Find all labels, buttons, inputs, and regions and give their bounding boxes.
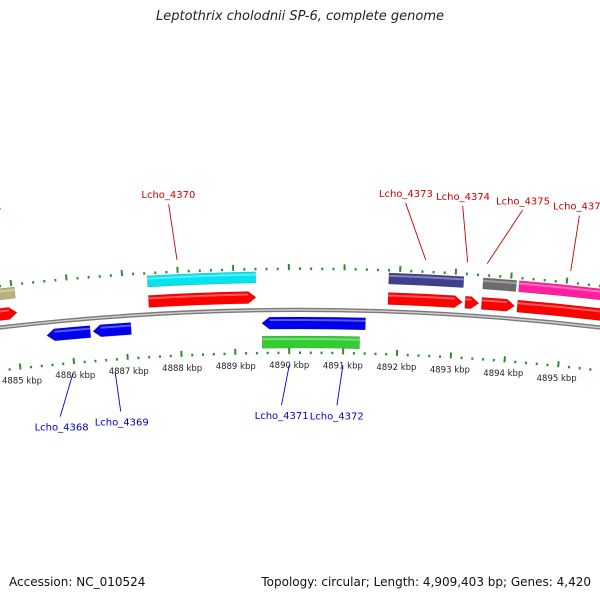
scale-label-4894: 4894 kbp bbox=[483, 369, 523, 379]
gene-feature-highlight bbox=[388, 274, 464, 281]
gene-feature-highlight bbox=[481, 299, 508, 304]
leader-line-lcho_4368 bbox=[59, 375, 73, 417]
gene-feature-6 bbox=[147, 291, 257, 308]
gene-feature-highlight bbox=[519, 282, 600, 293]
gene-features bbox=[0, 271, 600, 350]
gene-label-lcho_4370: Lcho_4370 bbox=[141, 190, 195, 201]
leader-line-lcho_4370 bbox=[168, 204, 178, 260]
gene-feature-4 bbox=[92, 322, 132, 338]
gene-feature-1 bbox=[0, 307, 18, 321]
scale-label-4886: 4886 kbp bbox=[55, 371, 95, 381]
leader-line-lcho_4376 bbox=[570, 215, 580, 272]
scale-label-4887: 4887 kbp bbox=[109, 367, 149, 377]
gene-label-lcho_4375: Lcho_4375 bbox=[496, 196, 550, 207]
gene-feature-highlight bbox=[147, 273, 256, 280]
inner-scale-tick bbox=[18, 363, 22, 370]
inner-scale-tick bbox=[557, 361, 560, 368]
gene-feature-5 bbox=[146, 271, 256, 288]
gene-feature-9 bbox=[388, 272, 465, 288]
gene-feature-7 bbox=[261, 316, 366, 331]
gene-label-lcho_4367: Lcho_4367 bbox=[0, 207, 1, 218]
scale-label-4893: 4893 kbp bbox=[430, 365, 470, 375]
accession-label: Accession: NC_010524 bbox=[9, 575, 146, 589]
gene-feature-2 bbox=[0, 286, 16, 301]
outer-scale-tick bbox=[9, 279, 13, 287]
scale-ticks bbox=[0, 264, 600, 372]
gene-label-lcho_4374: Lcho_4374 bbox=[436, 192, 490, 203]
gene-label-lcho_4369: Lcho_4369 bbox=[95, 417, 149, 428]
gene-feature-highlight bbox=[0, 288, 15, 293]
outer-scale-tick bbox=[65, 274, 68, 281]
backbone-inner-line bbox=[0, 309, 600, 329]
leader-line-lcho_4373 bbox=[405, 202, 427, 261]
scale-label-4895: 4895 kbp bbox=[537, 374, 577, 384]
scale-label-4885: 4885 kbp bbox=[2, 376, 42, 386]
leader-line-lcho_4375 bbox=[486, 209, 523, 264]
gene-feature-15 bbox=[516, 299, 600, 321]
gene-feature-highlight bbox=[483, 279, 517, 285]
gene-feature-10 bbox=[387, 292, 463, 308]
gene-label-lcho_4373: Lcho_4373 bbox=[379, 189, 433, 200]
scale-label-4892: 4892 kbp bbox=[376, 363, 416, 373]
gene-feature-highlight bbox=[100, 324, 131, 329]
leader-line-lcho_4371 bbox=[281, 364, 290, 406]
inner-scale-tick bbox=[72, 358, 76, 365]
leader-line-lcho_4369 bbox=[114, 371, 122, 412]
leader-line-lcho_4374 bbox=[462, 205, 469, 263]
gene-feature-11 bbox=[464, 295, 480, 309]
genome-summary: Topology: circular; Length: 4,909,403 bp… bbox=[261, 575, 591, 589]
gene-feature-highlight bbox=[269, 319, 366, 322]
gene-feature-highlight bbox=[54, 327, 91, 333]
leader-line-lcho_4372 bbox=[336, 365, 344, 406]
gene-feature-highlight bbox=[148, 293, 249, 300]
genome-backbone bbox=[0, 307, 600, 330]
scale-label-4888: 4888 kbp bbox=[162, 364, 202, 374]
gene-label-lcho_4376: Lcho_4376 bbox=[553, 202, 600, 213]
outer-scale-tick bbox=[565, 277, 569, 284]
gene-feature-14 bbox=[518, 280, 600, 301]
map-title: Leptothrix cholodnii SP-6, complete geno… bbox=[156, 9, 444, 24]
gene-feature-highlight bbox=[517, 302, 600, 313]
gene-label-lcho_4368: Lcho_4368 bbox=[35, 423, 89, 434]
gene-label-lcho_4372: Lcho_4372 bbox=[310, 411, 364, 422]
scale-labels: 4885 kbp 4886 kbp 4887 kbp 4888 kbp 4889 kbp… bbox=[2, 361, 577, 386]
gene-feature-highlight bbox=[0, 309, 10, 313]
gene-label-lcho_4371: Lcho_4371 bbox=[255, 411, 309, 422]
gene-feature-8 bbox=[261, 335, 360, 350]
gene-feature-12 bbox=[482, 277, 517, 292]
gene-feature-highlight bbox=[262, 338, 360, 341]
scale-label-4889: 4889 kbp bbox=[216, 362, 256, 372]
gene-feature-highlight bbox=[388, 294, 455, 300]
gene-feature-3 bbox=[46, 325, 92, 342]
gene-feature-13 bbox=[480, 297, 516, 312]
